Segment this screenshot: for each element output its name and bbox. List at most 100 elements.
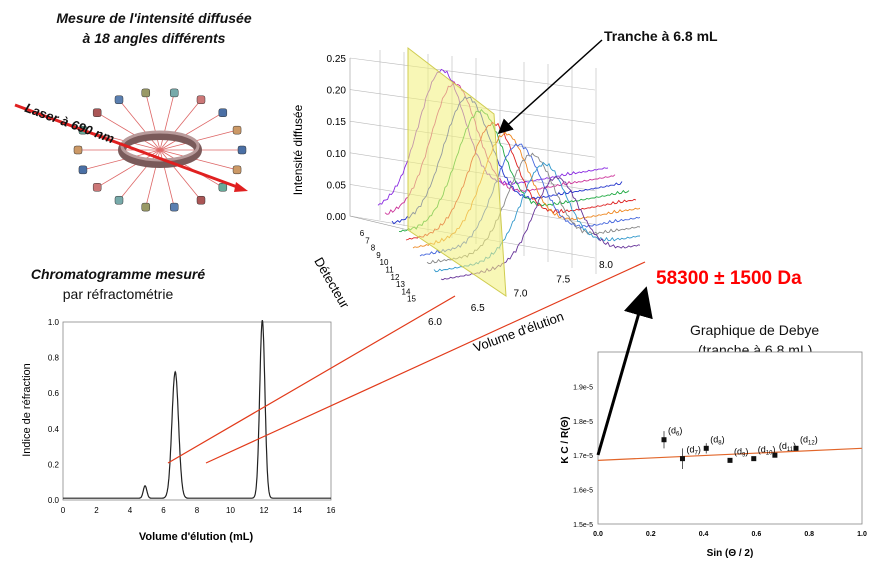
3d-zlabel: Intensité diffusée bbox=[291, 104, 305, 195]
scatter-ray bbox=[159, 99, 202, 151]
detector-icon bbox=[141, 88, 151, 98]
data-point bbox=[679, 456, 685, 462]
scattering-illustration bbox=[14, 88, 248, 212]
debye-xtick-label: 1.0 bbox=[857, 531, 867, 538]
debye-ytick-label: 1.5e-5 bbox=[573, 522, 593, 529]
z-tick-label: 0.20 bbox=[327, 86, 347, 97]
z-tick-label: 0.10 bbox=[327, 149, 347, 160]
z-tick-label: 0.15 bbox=[327, 117, 347, 128]
detector-icon bbox=[232, 125, 242, 135]
debye-xlabel: Sin (Θ / 2) bbox=[707, 548, 754, 559]
molar-mass-result: 58300 ± 1500 Da bbox=[656, 268, 802, 289]
detector-tick-label: 11 bbox=[385, 266, 394, 275]
detector-icon bbox=[218, 183, 228, 192]
detector-icon bbox=[73, 145, 83, 155]
detector-icon bbox=[237, 145, 247, 155]
data-point bbox=[772, 452, 778, 458]
scatter-ray bbox=[96, 112, 161, 151]
chrom-ytick-label: 0.4 bbox=[48, 425, 60, 434]
z-tick-label: 0.05 bbox=[327, 180, 347, 191]
data-point bbox=[751, 456, 757, 462]
data-point bbox=[703, 445, 709, 451]
chrom-xtick-label: 6 bbox=[161, 506, 166, 515]
x-tick-label: 7.0 bbox=[514, 289, 528, 300]
point-label: (d7) bbox=[686, 445, 700, 457]
slice-plane bbox=[407, 46, 507, 297]
detector-icon bbox=[169, 202, 179, 212]
debye-ylabel: K C / R(Θ) bbox=[560, 416, 571, 463]
x-tick-label: 6.5 bbox=[471, 303, 485, 314]
detector-icon bbox=[169, 88, 179, 98]
debye-chart: 1.5e-5 1.6e-5 1.7e-5 1.8e-5 1.9e-5 0.0 0.2 0.4… bbox=[560, 351, 867, 559]
detector-icon bbox=[232, 165, 242, 175]
detector-tick-label: 15 bbox=[407, 295, 416, 304]
data-point bbox=[793, 445, 799, 451]
chrom-ytick-label: 0.6 bbox=[48, 389, 60, 398]
debye-xtick-label: 0.4 bbox=[699, 531, 709, 538]
chrom-ytick-label: 0.8 bbox=[48, 354, 60, 363]
detector-icon bbox=[92, 183, 102, 192]
debye-xtick-label: 0.8 bbox=[804, 531, 814, 538]
detector-tick-label: 12 bbox=[391, 273, 400, 282]
scatter-ray bbox=[159, 129, 238, 151]
chrom-xlabel: Volume d'élution (mL) bbox=[139, 531, 254, 543]
chrom-xtick-label: 0 bbox=[61, 506, 66, 515]
scatter-ray bbox=[159, 92, 175, 151]
chromatogram-title-line2: par réfractométrie bbox=[62, 286, 174, 302]
detector-icon bbox=[92, 108, 102, 117]
detector-icon bbox=[114, 195, 124, 205]
detector-tick-label: 6 bbox=[360, 229, 365, 238]
chrom-ylabel: Indice de réfraction bbox=[21, 363, 33, 457]
chrom-ytick-label: 0.0 bbox=[48, 496, 60, 505]
point-label: (d6) bbox=[668, 426, 682, 438]
detector-icon bbox=[114, 95, 124, 105]
chrom-xtick-label: 4 bbox=[128, 506, 133, 515]
debye-xtick-label: 0.0 bbox=[593, 531, 603, 538]
x-tick-label: 8.0 bbox=[599, 260, 613, 271]
connector-line-2 bbox=[205, 261, 646, 464]
detector-icon bbox=[218, 108, 228, 117]
wall-grid-line bbox=[349, 57, 596, 91]
3d-scattering-chart: 0.00 0.05 0.10 0.15 0.20 0.25 6.0 6.5 7.0 7.5 8.0… bbox=[291, 46, 640, 355]
chromatogram-chart: 0.0 0.2 0.4 0.6 0.8 1.0 0 2 4 6 8 10 12 14 16 Indice … bbox=[21, 318, 336, 543]
detector-icon bbox=[141, 202, 151, 212]
detector-icon bbox=[78, 165, 88, 175]
scatter-ray bbox=[159, 149, 238, 171]
data-point bbox=[661, 437, 667, 443]
chrom-xtick-label: 2 bbox=[94, 506, 99, 515]
x-tick-label: 7.5 bbox=[556, 274, 570, 285]
detector-tick-label: 10 bbox=[380, 258, 389, 267]
debye-ytick-label: 1.8e-5 bbox=[573, 419, 593, 426]
chrom-ytick-label: 0.2 bbox=[48, 460, 60, 469]
debye-ytick-label: 1.9e-5 bbox=[573, 384, 593, 391]
scatter-ray bbox=[159, 112, 224, 151]
scatter-ray bbox=[118, 99, 161, 151]
detector-tick-label: 13 bbox=[396, 280, 405, 289]
measure-title-line2: à 18 angles différents bbox=[82, 30, 226, 46]
point-label: (d9) bbox=[734, 446, 748, 458]
detector-icon bbox=[196, 95, 206, 105]
chrom-xtick-label: 14 bbox=[293, 506, 302, 515]
detector-tick-label: 7 bbox=[365, 236, 370, 245]
detector-tick-label: 9 bbox=[376, 251, 381, 260]
laser-beam bbox=[14, 103, 241, 190]
debye-ytick-label: 1.6e-5 bbox=[573, 488, 593, 495]
chrom-xtick-label: 16 bbox=[327, 506, 336, 515]
z-tick-label: 0.00 bbox=[327, 212, 347, 223]
point-label: (d8) bbox=[710, 434, 724, 446]
slice-callout-arrow bbox=[497, 39, 603, 135]
debye-xtick-label: 0.6 bbox=[752, 531, 762, 538]
measure-title-line1: Mesure de l'intensité diffusée bbox=[56, 10, 252, 26]
chrom-xtick-label: 12 bbox=[260, 506, 269, 515]
debye-xtick-label: 0.2 bbox=[646, 531, 656, 538]
scatter-ray bbox=[145, 92, 161, 151]
connector-line-1 bbox=[167, 295, 456, 464]
chromatogram-title-line1: Chromatogramme mesuré bbox=[30, 266, 206, 282]
chrom-xtick-label: 8 bbox=[195, 506, 200, 515]
detector-tick-label: 8 bbox=[371, 244, 376, 253]
result-arrow bbox=[596, 286, 653, 456]
z-tick-label: 0.25 bbox=[327, 54, 347, 65]
data-point bbox=[727, 457, 733, 463]
chrom-ytick-label: 1.0 bbox=[48, 318, 60, 327]
